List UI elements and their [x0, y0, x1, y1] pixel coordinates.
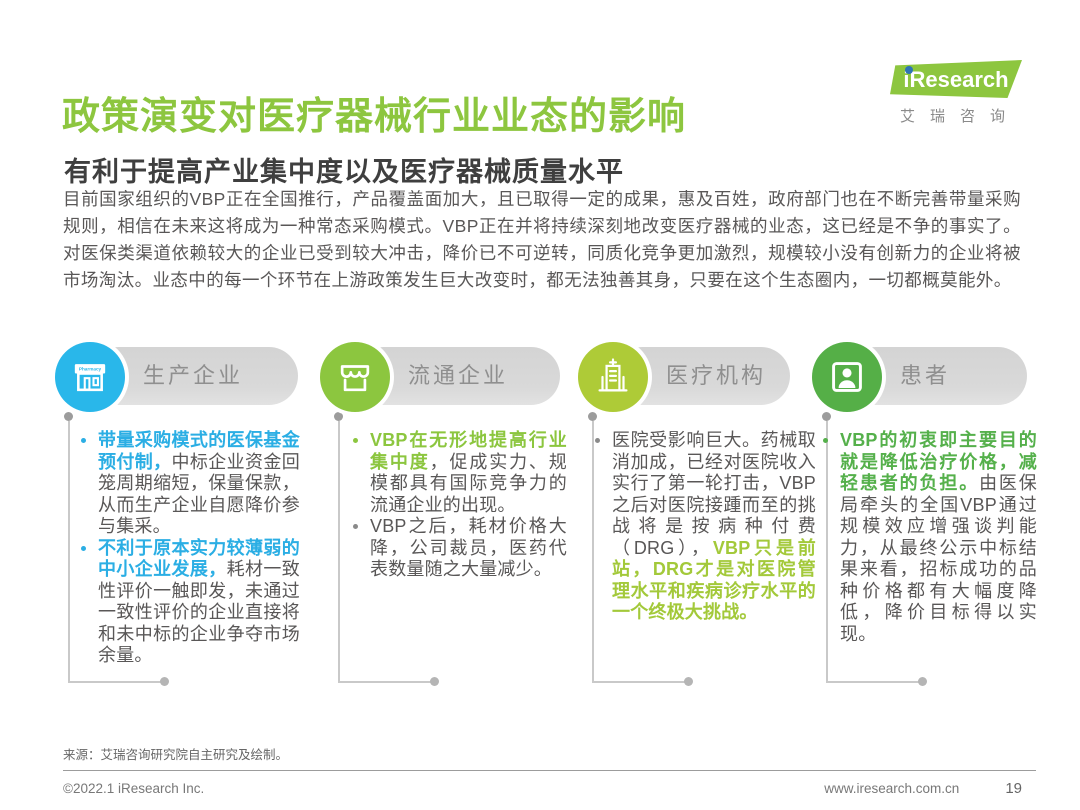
connector-horizontal-line	[68, 681, 164, 683]
column-body: VBP在无形地提高行业集中度，促成实力、规模都具有国际竞争力的流通企业的出现。 V…	[353, 430, 567, 581]
column-label: 流通企业	[408, 363, 509, 388]
highlight-text: VBP在无形地提高行业集中度	[370, 430, 567, 472]
bullet-item: 医院受影响巨大。药械取消加成，已经对医院收入实行了第一轮打击，VBP之后对医院接…	[595, 430, 817, 624]
bullet-item: VBP之后，耗材价格大降，公司裁员，医药代表数量随之大量减少。	[353, 516, 567, 581]
column-body: 带量采购模式的医保基金预付制，中标企业资金回笼周期缩短，保量保款，从而生产企业自…	[81, 430, 300, 667]
highlight-text: VBP只是前站，DRG才是对医院管理水平和疾病诊疗水平的一个终极大挑战。	[612, 537, 817, 623]
logo-banner: iResearch	[890, 60, 1022, 98]
connector-end-dot	[684, 677, 693, 686]
footer-divider	[63, 770, 1036, 771]
column-icon-circle	[812, 342, 882, 412]
connector-end-dot	[160, 677, 169, 686]
stakeholder-column-3: 医疗机构 医院受影响巨大。药械取消加成，已经对医院收入实行了第一轮打击，VBP之…	[578, 342, 816, 694]
body-text: 由医保局牵头的全国VBP通过规模效应增强谈判能力，从最终公示中标结果来看，招标成…	[840, 473, 1037, 644]
storefront-awning-icon	[340, 365, 370, 392]
column-icon-circle: Pharmacy	[55, 342, 125, 412]
bullet-list: 医院受影响巨大。药械取消加成，已经对医院收入实行了第一轮打击，VBP之后对医院接…	[595, 430, 817, 624]
bullet-dot-icon	[823, 438, 828, 443]
website-text: www.iresearch.com.cn	[824, 781, 960, 796]
connector-vertical-line	[826, 421, 828, 682]
column-icon-circle	[320, 342, 390, 412]
column-label: 患者	[900, 363, 951, 388]
pharmacy-storefront-icon: Pharmacy	[74, 364, 106, 392]
stakeholder-column-2: 流通企业 VBP在无形地提高行业集中度，促成实力、规模都具有国际竞争力的流通企业…	[320, 342, 567, 694]
bullet-list: VBP的初衷即主要目的就是降低治疗价格，减轻患者的负担。由医保局牵头的全国VBP…	[823, 430, 1037, 645]
source-note: 来源：艾瑞咨询研究院自主研究及绘制。	[63, 748, 289, 762]
connector-vertical-line	[338, 421, 340, 682]
connector-top-dot	[64, 412, 73, 421]
bullet-item: 不利于原本实力较薄弱的中小企业发展，耗材一致性评价一触即发，未通过一致性评价的企…	[81, 537, 300, 667]
bullet-dot-icon	[81, 438, 86, 443]
connector-horizontal-line	[592, 681, 688, 683]
bullet-dot-icon	[595, 438, 600, 443]
logo-i-dot-icon	[905, 66, 913, 74]
bullet-list: 带量采购模式的医保基金预付制，中标企业资金回笼周期缩短，保量保款，从而生产企业自…	[81, 430, 300, 667]
connector-top-dot	[822, 412, 831, 421]
connector-vertical-line	[592, 421, 594, 682]
bullet-item: 带量采购模式的医保基金预付制，中标企业资金回笼周期缩短，保量保款，从而生产企业自…	[81, 430, 300, 538]
connector-top-dot	[334, 412, 343, 421]
body-text: 医院受影响巨大。药械取消加成，已经对医院收入实行了第一轮打击，VBP之后对医院接…	[612, 430, 816, 558]
bullet-dot-icon	[81, 545, 86, 551]
column-label: 医疗机构	[666, 363, 767, 388]
body-text: 耗材一致性评价一触即发，未通过一致性评价的企业直接将和未中标的企业争夺市场余量。	[98, 559, 300, 665]
bullet-item: VBP的初衷即主要目的就是降低治疗价格，减轻患者的负担。由医保局牵头的全国VBP…	[823, 430, 1037, 645]
body-text: 中标企业资金回笼周期缩短，保量保款，从而生产企业自愿降价参与集采。	[98, 451, 300, 537]
hospital-building-icon	[598, 358, 628, 392]
page-number: 19	[1005, 780, 1022, 797]
bullet-list: VBP在无形地提高行业集中度，促成实力、规模都具有国际竞争力的流通企业的出现。 V…	[353, 430, 567, 581]
page-subtitle: 有利于提高产业集中度以及医疗器械质量水平	[64, 157, 624, 188]
connector-horizontal-line	[826, 681, 922, 683]
logo-brand-chinese: 艾瑞咨询	[900, 108, 1021, 125]
connector-top-dot	[588, 412, 597, 421]
highlight-text: VBP的初衷即主要目的就是降低治疗价格，减轻患者的负担。	[840, 430, 1037, 493]
highlight-text: 带量采购模式的医保基金预付制，	[98, 430, 300, 472]
stakeholder-column-1: Pharmacy 生产企业 带量采购模式的医保基金预付制，中标企业资金回笼周期缩…	[55, 342, 300, 694]
patient-portrait-icon	[832, 362, 862, 392]
column-body: 医院受影响巨大。药械取消加成，已经对医院收入实行了第一轮打击，VBP之后对医院接…	[595, 430, 817, 624]
column-body: VBP的初衷即主要目的就是降低治疗价格，减轻患者的负担。由医保局牵头的全国VBP…	[823, 430, 1037, 645]
copyright-text: ©2022.1 iResearch Inc.	[63, 781, 205, 796]
page-title: 政策演变对医疗器械行业业态的影响	[62, 96, 687, 139]
highlight-text: 不利于原本实力较薄弱的中小企业发展，	[98, 537, 300, 580]
logo-brand-text: iResearch	[903, 67, 1009, 92]
bullet-dot-icon	[353, 438, 358, 443]
stakeholder-column-4: 患者 VBP的初衷即主要目的就是降低治疗价格，减轻患者的负担。由医保局牵头的全国…	[812, 342, 1037, 694]
body-text: VBP之后，耗材价格大降，公司裁员，医药代表数量随之大量减少。	[370, 516, 567, 579]
column-label: 生产企业	[143, 363, 244, 388]
connector-end-dot	[918, 677, 927, 686]
connector-vertical-line	[68, 421, 70, 682]
connector-horizontal-line	[338, 681, 434, 683]
svg-text:Pharmacy: Pharmacy	[79, 367, 102, 372]
bullet-item: VBP在无形地提高行业集中度，促成实力、规模都具有国际竞争力的流通企业的出现。	[353, 430, 567, 516]
bullet-dot-icon	[353, 524, 358, 529]
footer: ©2022.1 iResearch Inc. www.iresearch.com…	[63, 780, 1022, 797]
column-icon-circle	[578, 342, 648, 412]
iresearch-logo: iResearch 艾瑞咨询	[890, 60, 1022, 126]
connector-end-dot	[430, 677, 439, 686]
body-text: ，促成实力、规模都具有国际竞争力的流通企业的出现。	[370, 451, 567, 515]
intro-paragraph: 目前国家组织的VBP正在全国推行，产品覆盖面加大，且已取得一定的成果，惠及百姓，…	[63, 189, 1021, 290]
